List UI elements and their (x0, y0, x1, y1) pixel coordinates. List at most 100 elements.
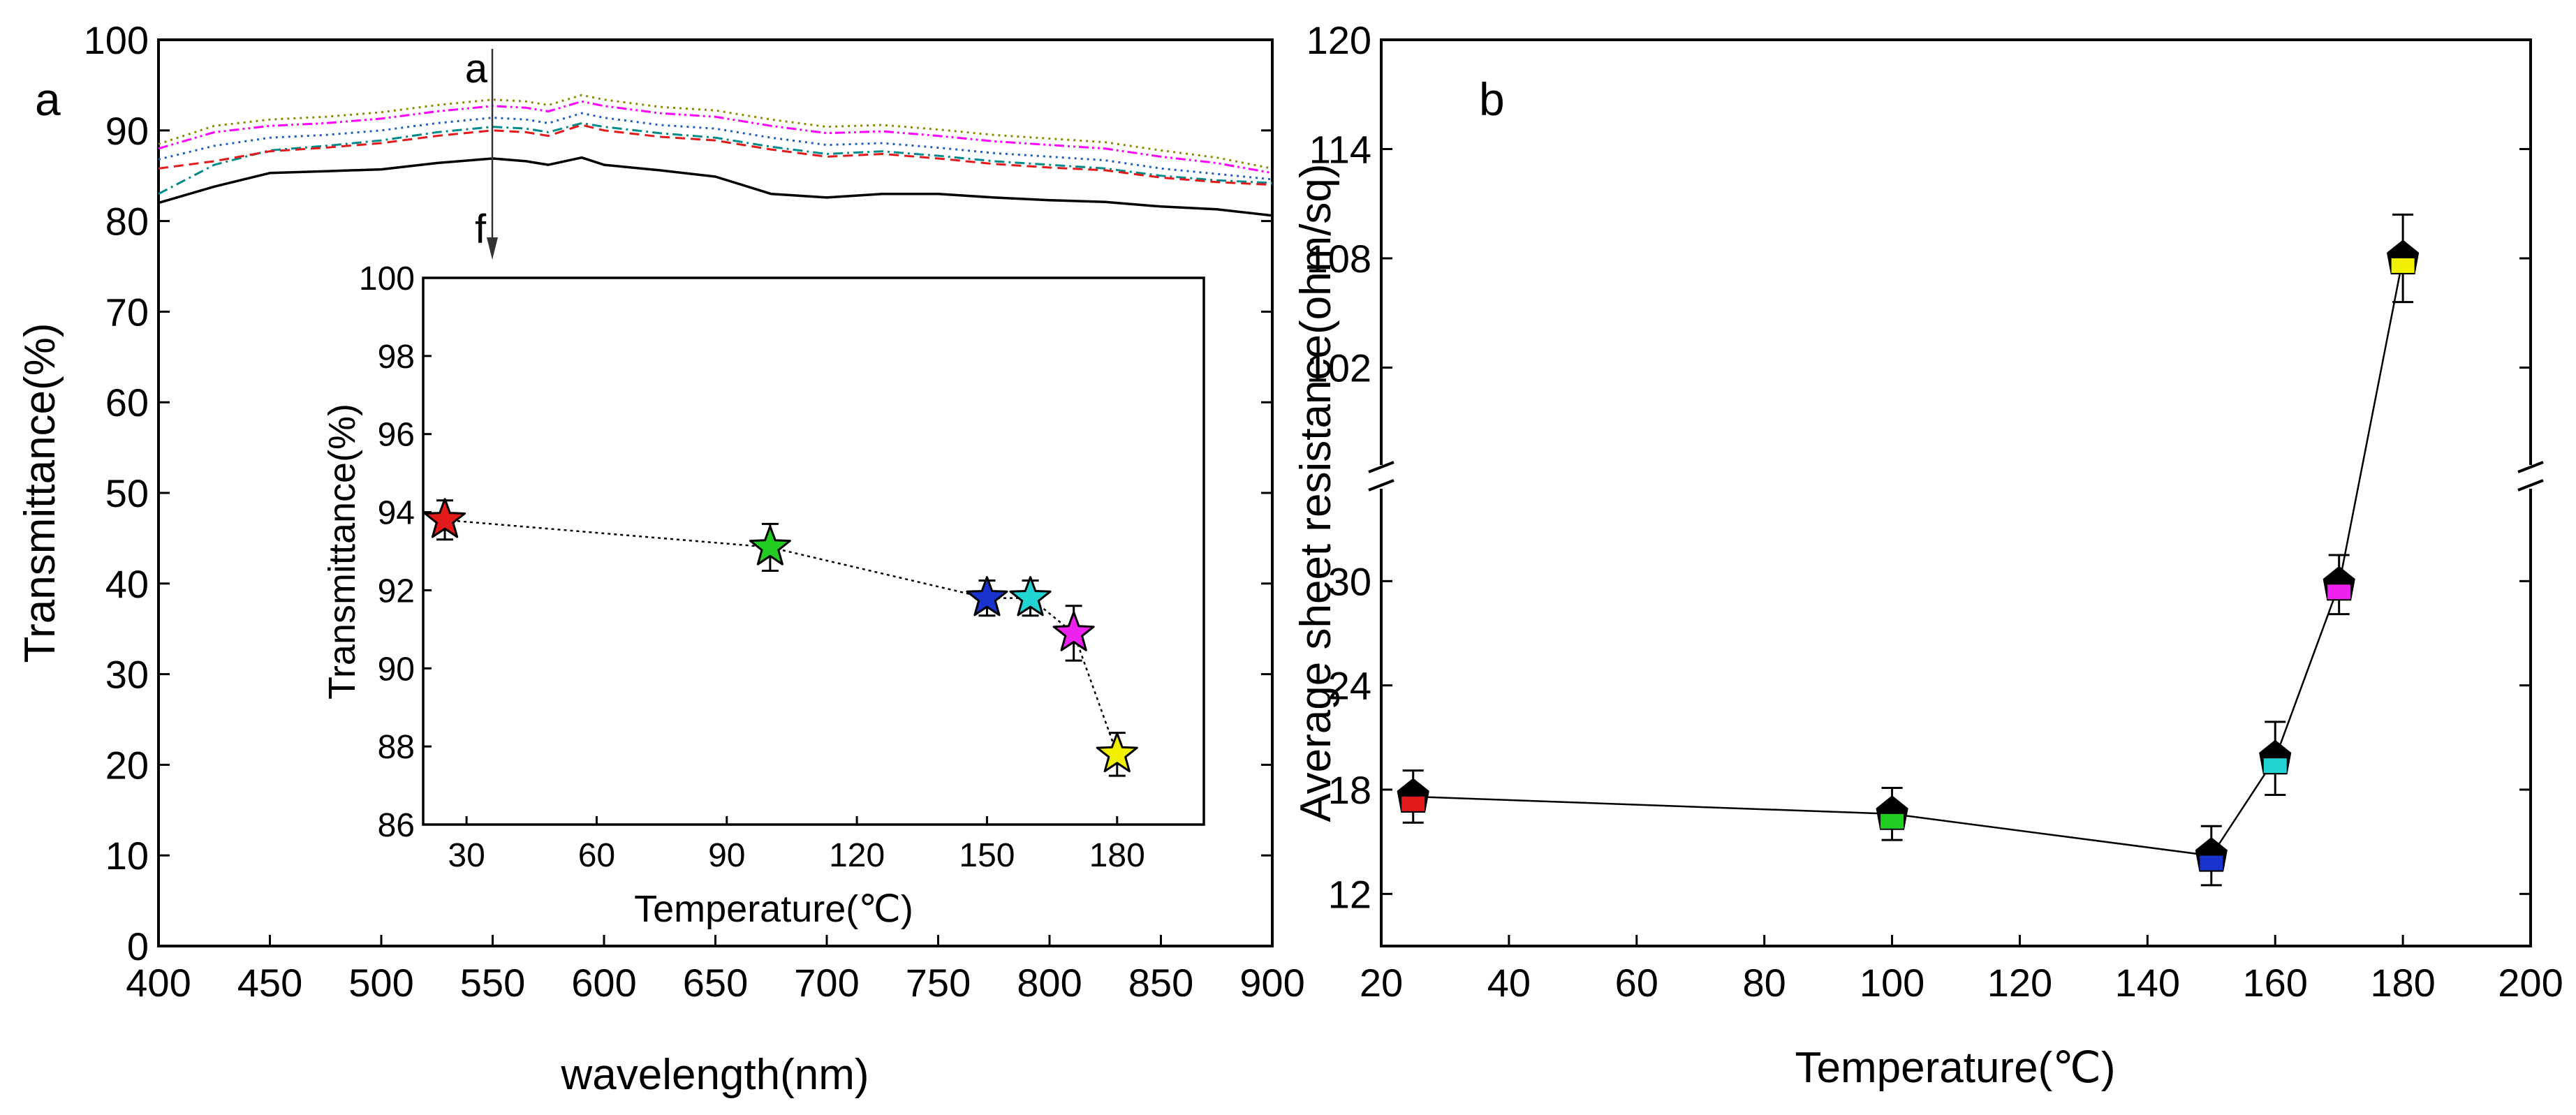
x-tick-label: 20 (1360, 961, 1403, 1005)
inset-xlabel: Temperature(℃) (634, 888, 913, 930)
inset-ylabel: Transmittance(%) (321, 404, 363, 700)
y-tick-label: 30 (1328, 559, 1371, 603)
inset-x-tick-label: 90 (708, 837, 745, 874)
arrow-end-label: f (475, 207, 487, 252)
y-tick-label: 24 (1328, 664, 1371, 708)
y-tick-label: 50 (105, 471, 149, 515)
panel-b-y-ticks: 12 18 24 30 102 108 114 120 (1307, 18, 2531, 916)
inset-x-tick-label: 60 (578, 837, 615, 874)
x-tick-label: 750 (906, 961, 971, 1005)
y-tick-label: 60 (105, 381, 149, 424)
marker-color-fill (2391, 258, 2415, 273)
series-line-d (158, 121, 1273, 195)
connecting-line (1413, 258, 2404, 857)
y-tick-label: 12 (1328, 872, 1371, 916)
y-tick-label: 18 (1328, 768, 1371, 812)
inset-y-tick-label: 98 (378, 339, 415, 376)
panel-b-frame (1380, 38, 2532, 947)
marker-color-fill (1881, 813, 1904, 829)
marker-color-fill (2327, 584, 2351, 600)
x-tick-label: 100 (1860, 961, 1924, 1005)
marker-color-fill (1401, 796, 1425, 811)
series-line-b (158, 100, 1273, 175)
y-tick-label: 40 (105, 562, 149, 606)
panel-a-y-ticks: 0 10 20 30 40 50 60 70 80 90 100 (84, 18, 1272, 968)
x-tick-label: 600 (571, 961, 636, 1005)
inset-x-ticks: 30 60 90 120 150 180 (448, 816, 1145, 874)
inset-y-tick-label: 100 (359, 260, 415, 297)
y-tick-label: 120 (1307, 18, 1371, 62)
inset-x-tick-label: 120 (829, 837, 885, 874)
inset-star-point (424, 498, 466, 538)
inset-plot (424, 498, 1138, 777)
series-line-f (158, 156, 1273, 217)
y-tick-label: 114 (1309, 128, 1371, 172)
y-tick-label: 102 (1307, 346, 1371, 390)
x-tick-label: 450 (237, 961, 302, 1005)
y-tick-label: 80 (105, 200, 149, 244)
x-tick-label: 140 (2115, 961, 2180, 1005)
series-line-a (158, 94, 1273, 170)
inset-y-tick-label: 94 (378, 495, 415, 532)
panel-b-plot (1397, 213, 2420, 887)
x-tick-label: 160 (2243, 961, 2308, 1005)
marker-color-fill (2263, 758, 2287, 774)
panel-a-xlabel: wavelength(nm) (560, 1051, 869, 1099)
inset-star-point (749, 525, 791, 566)
inset-star-point (1052, 611, 1095, 651)
inset-y-tick-label: 88 (378, 729, 415, 766)
x-tick-label: 500 (348, 961, 413, 1005)
y-tick-label: 90 (105, 109, 149, 153)
inset-y-tick-label: 96 (378, 417, 415, 454)
right-axis-break-mark (2517, 479, 2544, 492)
x-tick-label: 900 (1239, 961, 1304, 1005)
inset-chart: 86 88 90 92 94 96 98 100 30 60 90 120 150 180 Transm… (321, 260, 1205, 930)
inset-x-tick-label: 150 (959, 837, 1015, 874)
x-tick-label: 650 (683, 961, 748, 1005)
y-tick-label: 100 (84, 18, 149, 62)
x-tick-label: 550 (460, 961, 525, 1005)
x-tick-label: 700 (794, 961, 859, 1005)
panel-a-ylabel: Transmittance(%) (16, 323, 64, 663)
y-tick-label: 10 (105, 834, 149, 878)
marker-color-fill (2200, 855, 2223, 871)
panel-b-label: b (1479, 73, 1505, 125)
inset-x-tick-label: 180 (1089, 837, 1145, 874)
x-tick-label: 200 (2498, 961, 2563, 1005)
series-line-e (158, 124, 1273, 186)
x-tick-label: 120 (1987, 961, 2052, 1005)
inset-connecting-line (444, 519, 1118, 755)
x-tick-label: 400 (126, 961, 191, 1005)
inset-star-point (1096, 732, 1138, 773)
x-tick-label: 800 (1017, 961, 1082, 1005)
arrow-head (487, 237, 498, 260)
panel-b-ylabel: Average sheet resistance(ohm/sq) (1292, 163, 1340, 822)
x-tick-label: 850 (1128, 961, 1193, 1005)
panel-a-curves (158, 94, 1273, 217)
left-axis-break-mark (1368, 461, 1394, 473)
panel-a-label: a (35, 73, 61, 125)
inset-y-tick-label: 86 (378, 807, 415, 844)
right-axis-break-mark (2517, 461, 2544, 473)
x-tick-label: 80 (1743, 961, 1786, 1005)
inset-frame (422, 276, 1205, 826)
panel-a-x-ticks: 400 450 500 550 600 650 700 750 800 850 900 (126, 935, 1305, 1005)
inset-y-tick-label: 90 (378, 651, 415, 688)
x-tick-label: 40 (1487, 961, 1531, 1005)
y-tick-label: 108 (1307, 237, 1371, 281)
inset-y-ticks: 86 88 90 92 94 96 98 100 (359, 260, 432, 844)
inset-star-point (966, 576, 1008, 616)
y-tick-label: 70 (105, 290, 149, 334)
left-axis-break-mark (1368, 479, 1394, 492)
y-tick-label: 20 (105, 743, 149, 787)
panel-a: 0 10 20 30 40 50 60 70 80 90 100 400 450 500 550 600 65… (16, 18, 1305, 1099)
x-tick-label: 60 (1615, 961, 1658, 1005)
inset-x-tick-label: 30 (448, 837, 485, 874)
arrow-start-label: a (465, 46, 488, 91)
panel-b-x-ticks: 20 40 60 80 100 120 140 160 180 200 (1360, 935, 2563, 1005)
inset-y-tick-label: 92 (378, 573, 415, 610)
panel-b: 12 18 24 30 102 108 114 120 20 40 60 80 100 120 140 16… (1292, 18, 2563, 1092)
y-tick-label: 0 (127, 924, 149, 968)
y-tick-label: 30 (105, 653, 149, 697)
